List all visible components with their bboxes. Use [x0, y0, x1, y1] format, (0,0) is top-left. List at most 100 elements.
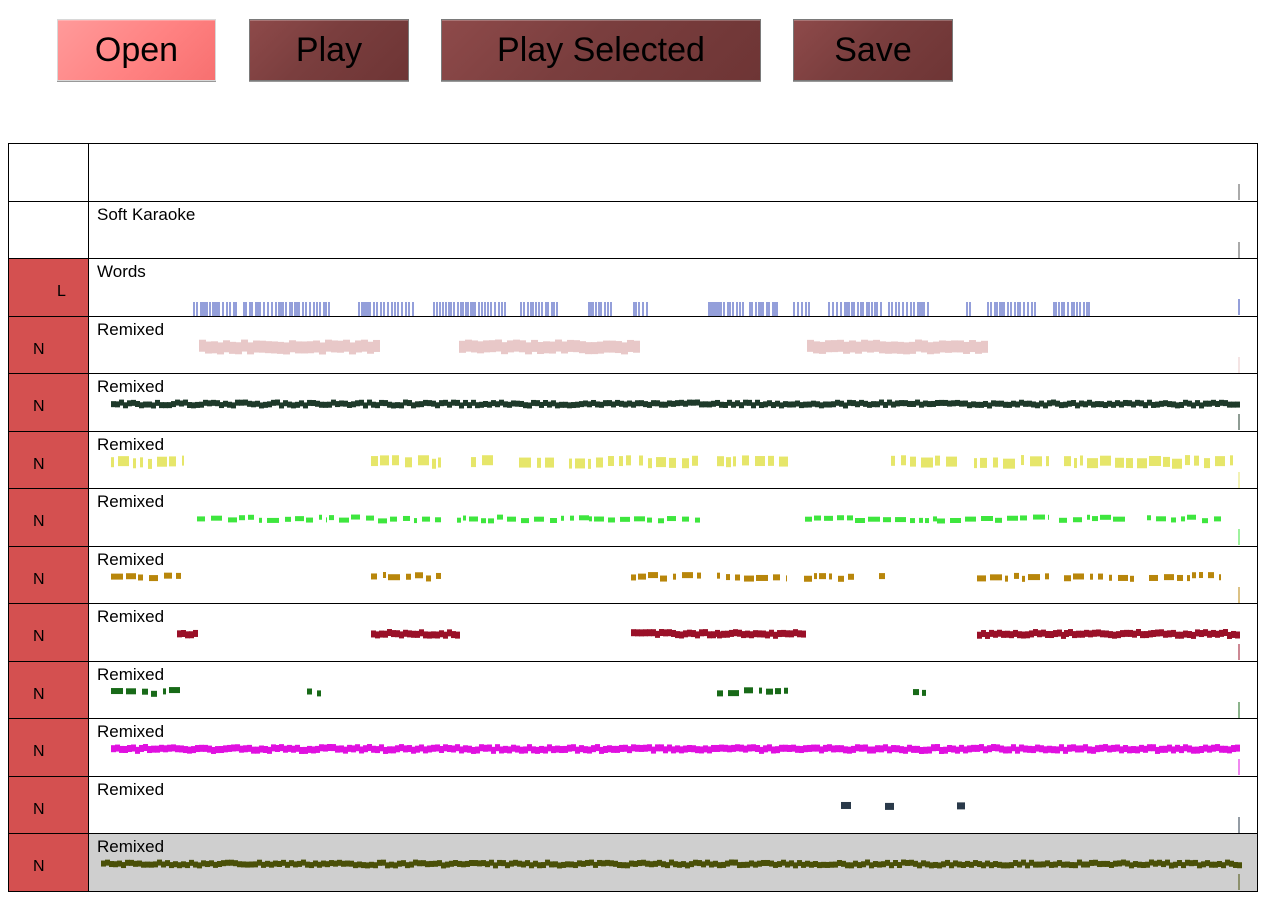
track-row[interactable]: L Words [9, 259, 1258, 317]
track-lane[interactable] [89, 144, 1258, 201]
track-lane[interactable]: Soft Karaoke [89, 201, 1258, 258]
note-mark [675, 400, 680, 407]
note-mark [167, 744, 172, 752]
note-mark [805, 860, 810, 867]
note-mark [1167, 630, 1172, 638]
note-mark [431, 631, 436, 639]
track-row[interactable]: N Remixed [9, 604, 1258, 662]
track-row[interactable]: N Remixed [9, 719, 1258, 777]
note-mark [725, 860, 730, 867]
note-mark [451, 631, 456, 639]
note-mark [570, 515, 574, 521]
note-mark [343, 400, 348, 407]
note-mark [768, 455, 774, 466]
note-mark [479, 744, 484, 752]
open-button[interactable]: Open [57, 19, 216, 81]
track-row[interactable]: N Remixed [9, 546, 1258, 604]
note-mark [805, 516, 812, 522]
note-mark [995, 517, 1002, 523]
note-mark [495, 401, 500, 408]
note-mark [423, 399, 428, 406]
track-lane[interactable]: Remixed [89, 431, 1258, 488]
play-button[interactable]: Play [249, 19, 409, 81]
note-mark [617, 862, 622, 869]
note-mark [1021, 454, 1024, 465]
note-mark [707, 401, 712, 408]
note-mark [885, 341, 892, 354]
note-mark [409, 861, 414, 868]
track-lane[interactable]: Words [89, 259, 1258, 316]
note-mark [915, 745, 920, 753]
note-mark [547, 744, 552, 752]
track-lane[interactable]: Remixed [89, 834, 1258, 891]
note-mark [351, 401, 356, 408]
track-mode-cell[interactable]: N [9, 316, 89, 373]
track-mode-cell[interactable]: N [9, 834, 89, 891]
track-mode-cell[interactable]: N [9, 546, 89, 603]
track-lane[interactable]: Remixed [89, 316, 1258, 373]
note-mark [907, 744, 912, 752]
note-mark [455, 631, 460, 639]
note-mark [931, 400, 936, 407]
note-mark [573, 339, 580, 352]
note-mark [779, 744, 784, 752]
note-mark [807, 339, 814, 352]
note-mark [269, 861, 274, 868]
note-mark [891, 455, 895, 466]
note-mark [535, 400, 540, 407]
note-mark [919, 746, 924, 754]
note-mark [1199, 630, 1204, 638]
note-mark [1119, 401, 1124, 408]
track-mode-cell[interactable]: N [9, 489, 89, 546]
note-mark [995, 400, 1000, 407]
note-mark [1135, 746, 1140, 754]
note-mark [551, 400, 556, 407]
track-mode-cell[interactable]: N [9, 431, 89, 488]
note-mark [1065, 861, 1070, 868]
note-mark [1083, 744, 1088, 752]
track-row[interactable]: N Remixed [9, 489, 1258, 547]
note-mark [895, 400, 900, 407]
note-mark [893, 860, 898, 867]
note-mark [1169, 862, 1174, 869]
track-mode-cell[interactable]: N [9, 374, 89, 431]
track-lane[interactable]: Remixed [89, 776, 1258, 833]
track-lane[interactable]: Remixed [89, 661, 1258, 718]
note-mark [259, 517, 262, 523]
save-button[interactable]: Save [793, 19, 953, 81]
track-mode-cell[interactable]: N [9, 776, 89, 833]
track-row[interactable]: N Remixed [9, 316, 1258, 374]
note-mark [814, 515, 821, 521]
note-mark [297, 860, 302, 867]
note-mark [745, 861, 750, 868]
track-lane[interactable]: Remixed [89, 489, 1258, 546]
track-row[interactable]: N Remixed [9, 834, 1258, 892]
track-row[interactable]: N Remixed [9, 431, 1258, 489]
note-mark [1045, 860, 1050, 867]
track-mode-cell[interactable]: L [9, 259, 89, 316]
track-lane[interactable]: Remixed [89, 546, 1258, 603]
note-mark [851, 400, 856, 407]
note-mark [759, 402, 764, 409]
track-lane[interactable]: Remixed [89, 604, 1258, 661]
note-mark [945, 340, 952, 353]
note-mark [138, 573, 143, 580]
note-mark [991, 400, 996, 407]
track-row[interactable]: Soft Karaoke [9, 201, 1258, 259]
note-mark [957, 801, 965, 809]
note-mark [539, 401, 544, 408]
track-row[interactable] [9, 144, 1258, 202]
note-mark [139, 402, 144, 409]
track-row[interactable]: N Remixed [9, 374, 1258, 432]
track-mode-cell[interactable]: N [9, 661, 89, 718]
track-mode-cell[interactable]: N [9, 604, 89, 661]
track-mode-cell[interactable]: N [9, 719, 89, 776]
track-lane[interactable]: Remixed [89, 374, 1258, 431]
note-mark [1135, 399, 1140, 406]
track-row[interactable]: N Remixed [9, 661, 1258, 719]
track-lane[interactable]: Remixed [89, 719, 1258, 776]
note-mark [657, 859, 662, 866]
note-mark [155, 399, 160, 406]
track-row[interactable]: N Remixed [9, 776, 1258, 834]
play-selected-button[interactable]: Play Selected [441, 19, 761, 81]
